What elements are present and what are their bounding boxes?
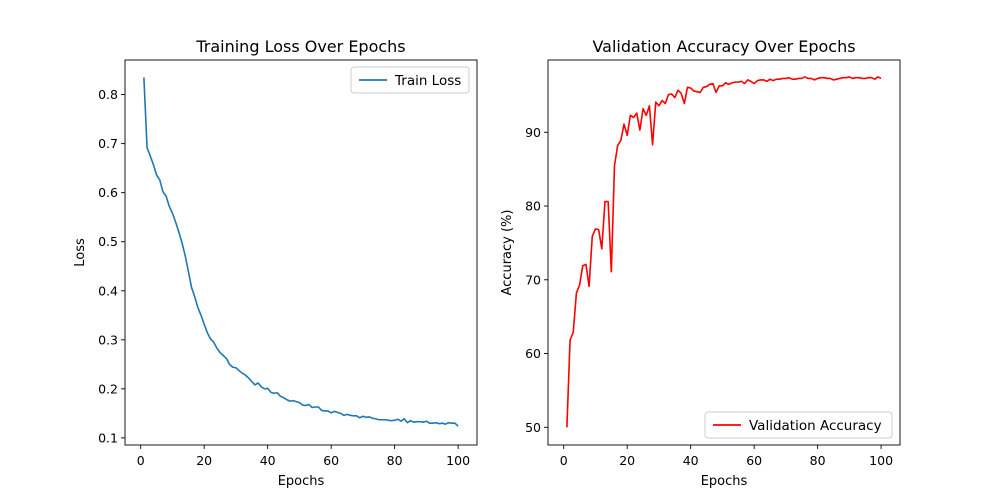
y-tick-label: 80 xyxy=(525,199,541,214)
legend: Validation Accuracy xyxy=(704,411,893,439)
x-tick-label: 20 xyxy=(619,453,635,468)
y-tick-label: 0.5 xyxy=(98,234,118,249)
legend-label: Validation Accuracy xyxy=(749,418,882,434)
y-tick-label: 60 xyxy=(525,346,541,361)
y-axis-label: Loss xyxy=(73,238,88,267)
legend: Train Loss xyxy=(350,66,470,94)
axes-frame xyxy=(124,59,478,446)
x-tick-label: 40 xyxy=(683,453,699,468)
x-tick-label: 0 xyxy=(560,453,568,468)
chart-right: Validation Accuracy Over Epochs 0 20 40 60 80… xyxy=(500,37,901,489)
x-tick-label: 80 xyxy=(387,453,403,468)
chart-title: Training Loss Over Epochs xyxy=(195,37,405,56)
x-axis-label: Epochs xyxy=(278,474,325,489)
legend-box xyxy=(350,66,470,94)
x-tick-label: 100 xyxy=(446,453,470,468)
y-axis-label: Accuracy (%) xyxy=(500,210,515,296)
x-tick-label: 0 xyxy=(137,453,145,468)
y-tick-label: 0.2 xyxy=(98,381,118,396)
series-line xyxy=(143,77,459,427)
y-tick-label: 0.7 xyxy=(98,136,118,151)
y-tick-label: 70 xyxy=(525,272,541,287)
y-tick-label: 90 xyxy=(525,125,541,140)
y-tick-label: 0.4 xyxy=(98,283,118,298)
y-tick-label: 0.8 xyxy=(98,87,118,102)
x-tick-label: 40 xyxy=(260,453,276,468)
legend-box xyxy=(704,411,893,439)
legend-label: Train Loss xyxy=(394,73,461,89)
chart-left: Training Loss Over Epochs 0 20 40 60 80 100 0.1… xyxy=(73,37,478,489)
x-axis-label: Epochs xyxy=(701,474,748,489)
y-tick-label: 50 xyxy=(525,420,541,435)
x-tick-label: 60 xyxy=(746,453,762,468)
x-tick-label: 60 xyxy=(323,453,339,468)
x-tick-label: 80 xyxy=(810,453,826,468)
series-line xyxy=(566,76,882,428)
axes-frame xyxy=(547,59,901,446)
x-tick-label: 100 xyxy=(869,453,893,468)
y-tick-label: 0.6 xyxy=(98,185,118,200)
chart-title: Validation Accuracy Over Epochs xyxy=(592,37,855,56)
y-tick-label: 0.1 xyxy=(98,430,118,445)
x-tick-label: 20 xyxy=(196,453,212,468)
y-tick-label: 0.3 xyxy=(98,332,118,347)
